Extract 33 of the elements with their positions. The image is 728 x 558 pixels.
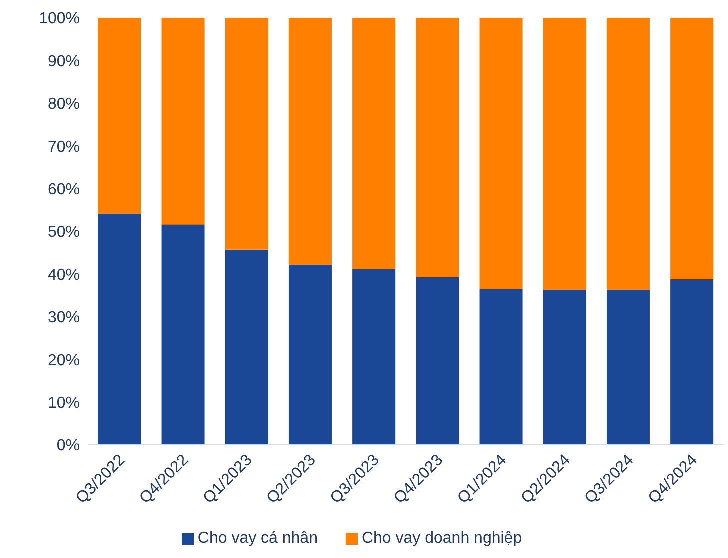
bar bbox=[162, 224, 205, 445]
bar bbox=[543, 290, 586, 445]
bar bbox=[670, 279, 714, 445]
bar bbox=[288, 18, 332, 265]
bar bbox=[162, 18, 205, 225]
y-tick-label: 0% bbox=[56, 438, 80, 455]
bar bbox=[416, 277, 460, 445]
legend-label: Cho vay doanh nghiệp bbox=[362, 530, 522, 547]
bar bbox=[480, 18, 523, 290]
bar bbox=[606, 18, 650, 290]
y-tick-label: 40% bbox=[48, 266, 80, 284]
bar bbox=[606, 290, 650, 445]
y-tick-label: 10% bbox=[48, 394, 80, 412]
bar bbox=[288, 264, 332, 445]
bar bbox=[543, 18, 586, 290]
bar bbox=[480, 289, 523, 445]
y-tick-label: 100% bbox=[39, 10, 80, 28]
y-tick-label: 70% bbox=[48, 138, 80, 156]
bar bbox=[352, 269, 396, 445]
bar bbox=[670, 18, 714, 280]
bar bbox=[98, 18, 142, 214]
bar bbox=[225, 18, 268, 250]
legend-label: Cho vay cá nhân bbox=[198, 530, 318, 547]
y-tick-label: 20% bbox=[48, 352, 80, 370]
bar bbox=[98, 214, 142, 445]
y-tick-label: 60% bbox=[48, 181, 80, 198]
y-tick-label: 50% bbox=[48, 224, 80, 242]
y-tick-label: 90% bbox=[48, 53, 80, 70]
bar bbox=[352, 18, 396, 270]
bar bbox=[225, 250, 268, 445]
y-tick-label: 30% bbox=[48, 310, 80, 327]
bar bbox=[416, 18, 460, 278]
y-tick-label: 80% bbox=[48, 96, 80, 114]
